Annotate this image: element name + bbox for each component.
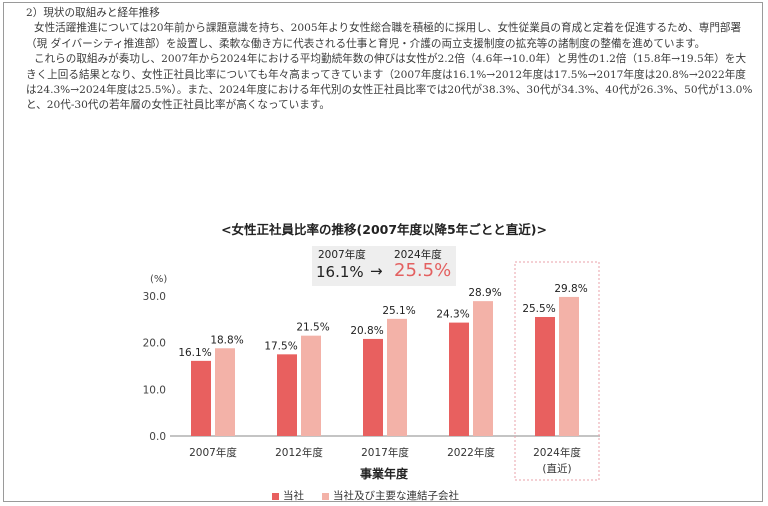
legend-label-company: 当社 bbox=[283, 490, 304, 502]
legend-item-group: 当社及び主要な連結子会社 bbox=[322, 488, 459, 503]
comparison-year-to: 2024年度 bbox=[394, 249, 442, 261]
data-label-company: 24.3% bbox=[436, 309, 469, 321]
bar-group bbox=[215, 348, 235, 436]
x-tick-label: 2007年度 bbox=[189, 446, 237, 459]
legend-label-group: 当社及び主要な連結子会社 bbox=[333, 490, 459, 502]
x-tick-label: 2024年度 bbox=[533, 446, 581, 459]
x-axis-title: 事業年度 bbox=[360, 466, 409, 481]
bar-company bbox=[363, 338, 383, 436]
comparison-value-from: 16.1% bbox=[316, 263, 364, 281]
x-tick-label: 2012年度 bbox=[275, 446, 323, 459]
legend-swatch-group bbox=[322, 492, 329, 500]
bar-company bbox=[277, 354, 297, 436]
data-label-company: 25.5% bbox=[522, 303, 555, 315]
y-tick-label: 0.0 bbox=[149, 431, 166, 443]
legend-swatch-company bbox=[272, 492, 279, 500]
bar-group bbox=[559, 296, 579, 436]
data-label-group: 21.5% bbox=[296, 322, 329, 334]
data-label-company: 16.1% bbox=[178, 347, 211, 359]
bar-group bbox=[473, 301, 493, 436]
x-tick-label: 2017年度 bbox=[361, 446, 409, 459]
data-label-group: 29.8% bbox=[554, 283, 587, 295]
data-label-company: 20.8% bbox=[350, 325, 383, 337]
paragraph-2: これらの取組みが奏功し、2007年から2024年における平均勤続年数の伸びは女性… bbox=[26, 53, 753, 112]
bar-group bbox=[301, 335, 321, 436]
x-tick-sublabel: (直近) bbox=[542, 462, 571, 475]
data-label-group: 28.9% bbox=[468, 287, 501, 299]
y-tick-label: 30.0 bbox=[143, 291, 166, 303]
comparison-callout: 2007年度 2024年度 16.1% → 25.5% bbox=[312, 246, 456, 286]
chart-title: <女性正社員比率の推移(2007年度以降5年ごとと直近)> bbox=[221, 222, 547, 237]
document-body: 2）現状の取組みと経年推移 女性活躍推進については20年前から課題意識を持ち、2… bbox=[26, 6, 756, 114]
highlight-box-latest bbox=[514, 261, 600, 481]
bar-group bbox=[387, 318, 407, 436]
bar-company bbox=[191, 360, 211, 436]
y-tick-label: 10.0 bbox=[143, 384, 166, 396]
bar-company bbox=[449, 322, 469, 436]
paragraph-1: 女性活躍推進については20年前から課題意識を持ち、2005年より女性総合職を積極… bbox=[26, 22, 742, 50]
data-label-company: 17.5% bbox=[264, 340, 297, 352]
comparison-year-from: 2007年度 bbox=[318, 249, 366, 261]
comparison-arrow: → bbox=[370, 262, 383, 280]
bar-company bbox=[535, 317, 555, 436]
comparison-value-to: 25.5% bbox=[394, 260, 452, 281]
legend-item-company: 当社 bbox=[272, 488, 304, 503]
data-label-group: 18.8% bbox=[210, 334, 243, 346]
y-unit-label: (%) bbox=[150, 274, 167, 285]
x-tick-label: 2022年度 bbox=[447, 446, 495, 459]
section-heading: 2）現状の取組みと経年推移 bbox=[26, 7, 160, 19]
chart-legend: 当社 当社及び主要な連結子会社 bbox=[272, 488, 459, 503]
data-label-group: 25.1% bbox=[382, 305, 415, 317]
y-tick-label: 20.0 bbox=[143, 338, 166, 350]
